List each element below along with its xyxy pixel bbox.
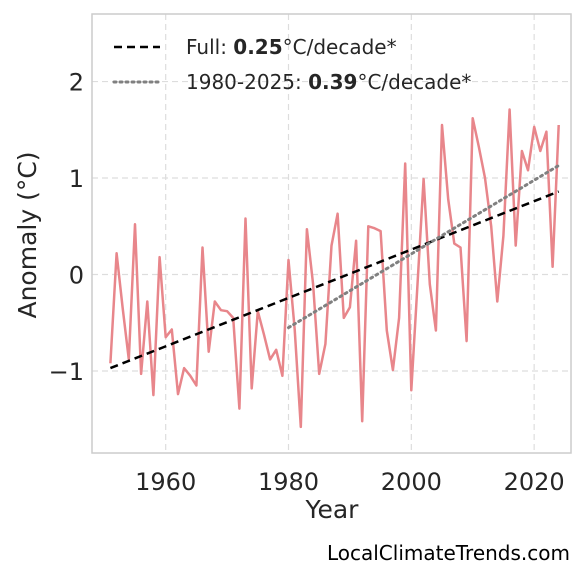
legend-recent-suffix: °C/decade*	[357, 70, 471, 94]
legend: Full: 0.25°C/decade* 1980-2025: 0.39°C/d…	[112, 35, 471, 94]
annual-anomaly-line	[109, 108, 560, 429]
x-tick-label: 2000	[381, 468, 442, 496]
y-tick-label: 2	[69, 69, 84, 97]
y-tick-label: 0	[69, 262, 84, 290]
x-ticks: 1960 1980 2000 2020	[135, 468, 565, 496]
plot-frame	[91, 13, 572, 454]
legend-full-prefix: Full:	[186, 35, 233, 59]
legend-recent-value: 0.39	[308, 70, 357, 94]
y-tick-label: 1	[69, 165, 84, 193]
series-layer	[109, 108, 561, 429]
x-tick-label: 1980	[258, 468, 319, 496]
y-axis-title: Anomaly (°C)	[13, 151, 42, 318]
legend-full-value: 0.25	[233, 35, 282, 59]
x-tick-label: 1960	[135, 468, 196, 496]
legend-recent-prefix: 1980-2025:	[186, 70, 308, 94]
credit-text: LocalClimateTrends.com	[327, 541, 570, 565]
full-trend-line	[109, 190, 560, 370]
y-ticks: −1 0 1 2	[49, 69, 84, 386]
x-tick-label: 2020	[504, 468, 565, 496]
recent-trend-line	[287, 164, 561, 330]
legend-full-suffix: °C/decade*	[283, 35, 397, 59]
legend-label-full: Full: 0.25°C/decade*	[186, 35, 397, 59]
legend-label-recent: 1980-2025: 0.39°C/decade*	[186, 70, 471, 94]
x-axis-title: Year	[305, 495, 360, 524]
y-tick-label: −1	[49, 358, 84, 386]
